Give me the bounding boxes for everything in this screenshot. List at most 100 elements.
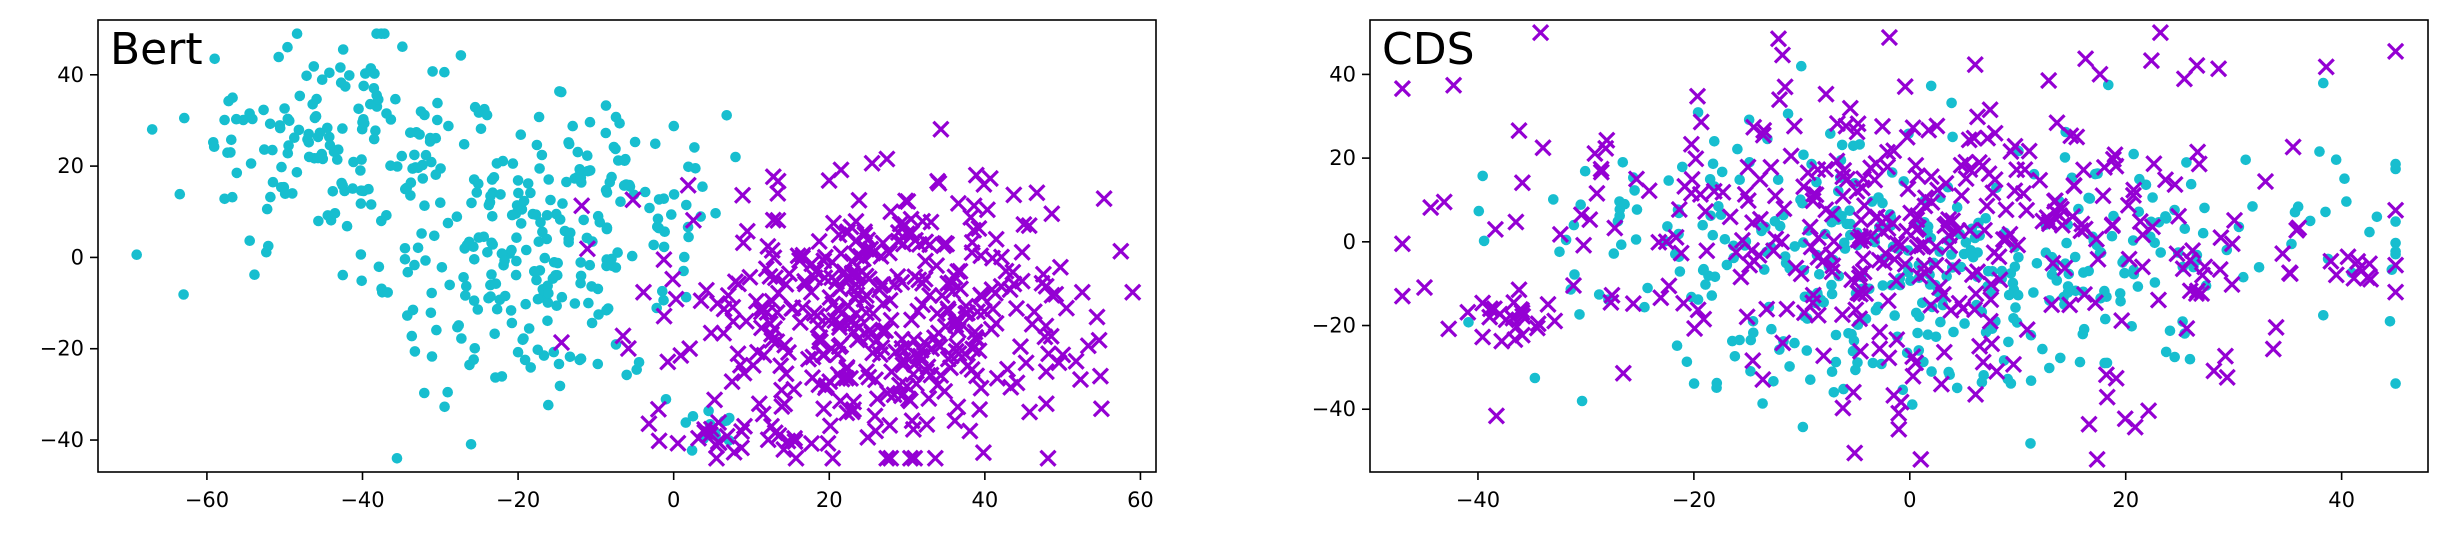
scatter-point-x	[2056, 259, 2074, 277]
scatter-point-circle	[1707, 229, 1719, 241]
scatter-point-circle	[227, 191, 238, 203]
scatter-point-x	[1966, 55, 1984, 74]
scatter-point-x	[1896, 77, 1914, 96]
scatter-point-circle	[1671, 340, 1683, 352]
scatter-point-x	[943, 282, 962, 301]
scatter-point-x	[1966, 385, 1985, 404]
scatter-point-x	[2225, 211, 2244, 230]
scatter-point-circle	[1839, 243, 1851, 254]
scatter-point-circle	[293, 124, 305, 136]
scatter-point-x	[2139, 402, 2158, 420]
scatter-point-circle	[1967, 251, 1979, 263]
scatter-point-circle	[2127, 235, 2139, 246]
scatter-point-circle	[2100, 313, 2111, 325]
scatter-point-x	[967, 166, 985, 184]
scatter-point-circle	[592, 358, 604, 370]
scatter-point-circle	[385, 160, 396, 171]
scatter-point-x	[1871, 323, 1889, 341]
scatter-point-x	[1011, 337, 1030, 356]
scatter-point-circle	[1836, 139, 1848, 151]
scatter-point-x	[1801, 218, 1819, 236]
scatter-point-circle	[419, 200, 430, 211]
scatter-point-circle	[468, 241, 479, 252]
scatter-point-x	[2216, 347, 2235, 365]
scatter-point-circle	[2028, 287, 2039, 298]
scatter-point-circle	[1478, 235, 1490, 247]
scatter-point-circle	[567, 120, 578, 132]
scatter-point-circle	[460, 290, 471, 301]
scatter-point-x	[1696, 202, 1715, 221]
scatter-point-x	[1890, 404, 1908, 422]
scatter-point-x	[1982, 290, 2000, 309]
scatter-point-circle	[543, 288, 554, 299]
scatter-point-x	[1586, 144, 1604, 163]
scatter-point-x	[2156, 171, 2175, 189]
scatter-point-x	[1015, 215, 1033, 234]
scatter-point-circle	[473, 107, 485, 118]
scatter-point-circle	[1568, 219, 1580, 231]
scatter-point-circle	[1784, 361, 1795, 372]
scatter-point-circle	[1716, 166, 1728, 178]
scatter-point-x	[997, 262, 1015, 280]
scatter-point-circle	[178, 289, 189, 300]
scatter-point-x	[1511, 300, 1530, 319]
scatter-point-circle	[2031, 258, 2043, 269]
scatter-point-circle	[2169, 204, 2180, 216]
x-tick-label: 20	[816, 488, 843, 512]
scatter-point-x	[2076, 50, 2095, 68]
scatter-point-circle	[324, 67, 335, 79]
scatter-point-x	[815, 400, 833, 418]
scatter-point-circle	[353, 103, 364, 115]
scatter-point-x	[770, 426, 788, 445]
scatter-point-x	[2095, 158, 2114, 177]
scatter-point-x	[790, 251, 809, 270]
scatter-point-circle	[1700, 279, 1711, 290]
scatter-point-x	[2151, 23, 2170, 42]
scatter-point-circle	[563, 237, 574, 248]
scatter-point-circle	[2341, 196, 2352, 207]
scatter-point-circle	[432, 97, 443, 109]
scatter-point-circle	[626, 250, 638, 262]
scatter-point-circle	[179, 112, 190, 124]
y-tick-label: −20	[1312, 314, 1356, 338]
scatter-point-x	[821, 372, 839, 391]
scatter-point-circle	[621, 369, 632, 381]
scatter-point-circle	[276, 161, 287, 173]
scatter-point-circle	[1608, 248, 1620, 259]
scatter-point-circle	[1805, 374, 1816, 386]
scatter-point-circle	[284, 115, 295, 127]
scatter-point-x	[1967, 285, 1985, 303]
scatter-point-x	[1051, 258, 1070, 276]
scatter-point-circle	[2364, 226, 2375, 238]
scatter-point-x	[1904, 367, 1922, 385]
scatter-point-x	[988, 369, 1006, 387]
scatter-point-circle	[2055, 352, 2066, 364]
scatter-point-circle	[225, 147, 236, 158]
scatter-point-x	[789, 247, 807, 265]
scatter-point-circle	[355, 185, 367, 196]
scatter-point-circle	[1574, 309, 1585, 320]
scatter-point-x	[889, 223, 908, 242]
scatter-point-x	[901, 449, 920, 467]
scatter-point-circle	[439, 66, 450, 78]
scatter-point-x	[806, 269, 824, 287]
scatter-point-x	[2264, 340, 2282, 358]
scatter-point-x	[844, 393, 863, 411]
scatter-point-x	[860, 368, 878, 386]
scatter-point-circle	[365, 199, 377, 210]
scatter-point-x	[2076, 220, 2094, 238]
scatter-point-x	[868, 390, 887, 408]
scatter-point-x	[762, 325, 781, 343]
scatter-point-x	[1473, 328, 1492, 346]
scatter-point-x	[881, 416, 899, 435]
bert-points	[131, 28, 1142, 467]
scatter-point-circle	[348, 156, 359, 168]
scatter-point-circle	[652, 213, 664, 225]
scatter-point-x	[1922, 167, 1940, 186]
scatter-point-circle	[316, 74, 328, 85]
scatter-point-x	[1727, 243, 1745, 261]
scatter-point-circle	[606, 253, 617, 265]
scatter-point-circle	[1797, 421, 1809, 433]
x-tick-label: −40	[340, 488, 384, 512]
cds-plot-frame	[1369, 19, 2429, 473]
